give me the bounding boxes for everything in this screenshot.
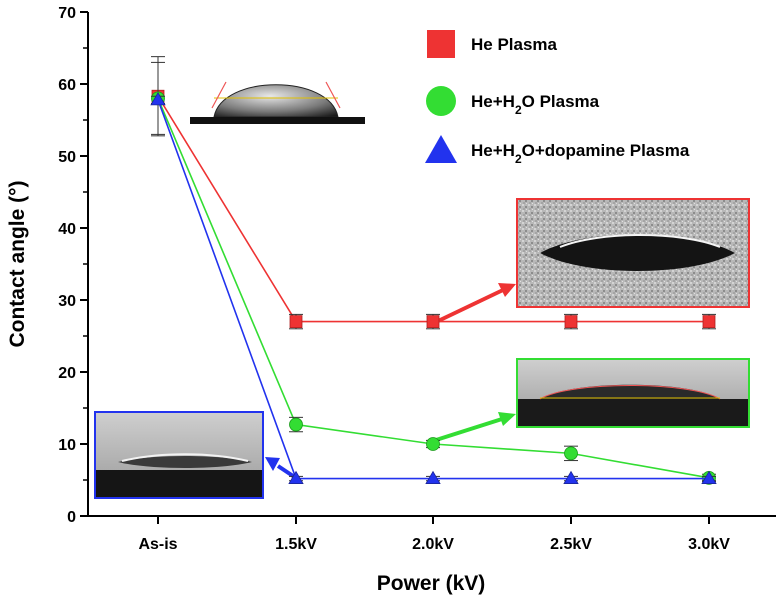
inset-dopamine-highlight [121,453,249,462]
arrow-he-h2o-plasma [435,417,503,442]
y-tick-label: 70 [58,5,76,22]
legend-swatch-square [427,30,455,58]
inset-he-plasma-droplet [516,198,750,308]
legend-label-part: He Plasma [471,35,558,54]
legend-label: He+H2O Plasma [471,92,600,117]
inset-as-is-drop [213,84,339,118]
inset-dopamine-plasma-droplet [94,411,264,499]
data-point [150,92,166,106]
x-ticks: As-is 1.5kV 2.0kV 2.5kV 3.0kV [138,516,730,553]
legend-label-part: 2 [515,152,522,166]
data-point [426,437,440,451]
plot-area [150,56,717,485]
data-point [426,315,440,329]
arrow-he-plasma [435,288,504,324]
legend-label-part: He+H [471,92,515,111]
data-point [563,470,579,484]
data-point [701,470,717,484]
inset-dopamine-substrate [96,470,262,497]
inset-he-h2o-tangent [539,385,721,400]
data-point [289,315,303,329]
legend-label-part: He+H [471,141,515,160]
x-tick-label: 1.5kV [275,536,317,553]
legend-swatch-triangle [425,135,457,163]
inset-as-is-tangent-left [211,81,227,109]
y-tick-label: 30 [58,293,76,310]
arrow-he-h2o-plasma-head [498,412,516,426]
x-axis-title: Power (kV) [377,572,486,595]
callout-arrows [265,283,516,480]
legend-label-part: O+dopamine Plasma [522,141,690,160]
inset-he-h2o-substrate [518,399,748,426]
inset-as-is-substrate [190,117,365,124]
data-point [564,446,578,461]
y-ticks: 0 10 20 30 40 50 60 70 [58,5,88,526]
y-tick-label: 40 [58,221,76,238]
inset-dopamine-drop [118,456,252,468]
inset-as-is-droplet [190,60,365,124]
x-tick-label: 2.0kV [412,536,454,553]
y-tick-label: 60 [58,77,76,94]
data-point [289,417,303,432]
series-3 [150,92,717,484]
y-axis-title: Contact angle (°) [6,180,29,347]
data-point [564,315,578,329]
x-tick-label: As-is [138,536,177,553]
inset-he-h2o-drop [540,384,720,399]
inset-he-plasma-drop [540,234,735,271]
arrow-he-plasma-head [498,283,516,297]
inset-he-h2o-plasma-droplet [516,358,750,428]
x-tick-label: 2.5kV [550,536,592,553]
data-point [425,470,441,484]
y-tick-label: 50 [58,149,76,166]
y-tick-label: 0 [67,509,76,526]
inset-he-plasma-highlight [559,234,721,248]
legend-label: He Plasma [471,35,558,54]
data-point [288,470,304,484]
legend-label: He+H2O+dopamine Plasma [471,141,690,166]
y-tick-label: 20 [58,365,76,382]
data-point [702,315,716,329]
legend-label-part: O Plasma [522,92,600,111]
inset-as-is-tangent-right [325,81,341,109]
x-tick-label: 3.0kV [688,536,730,553]
y-tick-label: 10 [58,437,76,454]
arrow-dopamine-plasma-head [265,457,280,471]
legend-swatch-circle [426,86,456,116]
legend-label-part: 2 [515,103,522,117]
